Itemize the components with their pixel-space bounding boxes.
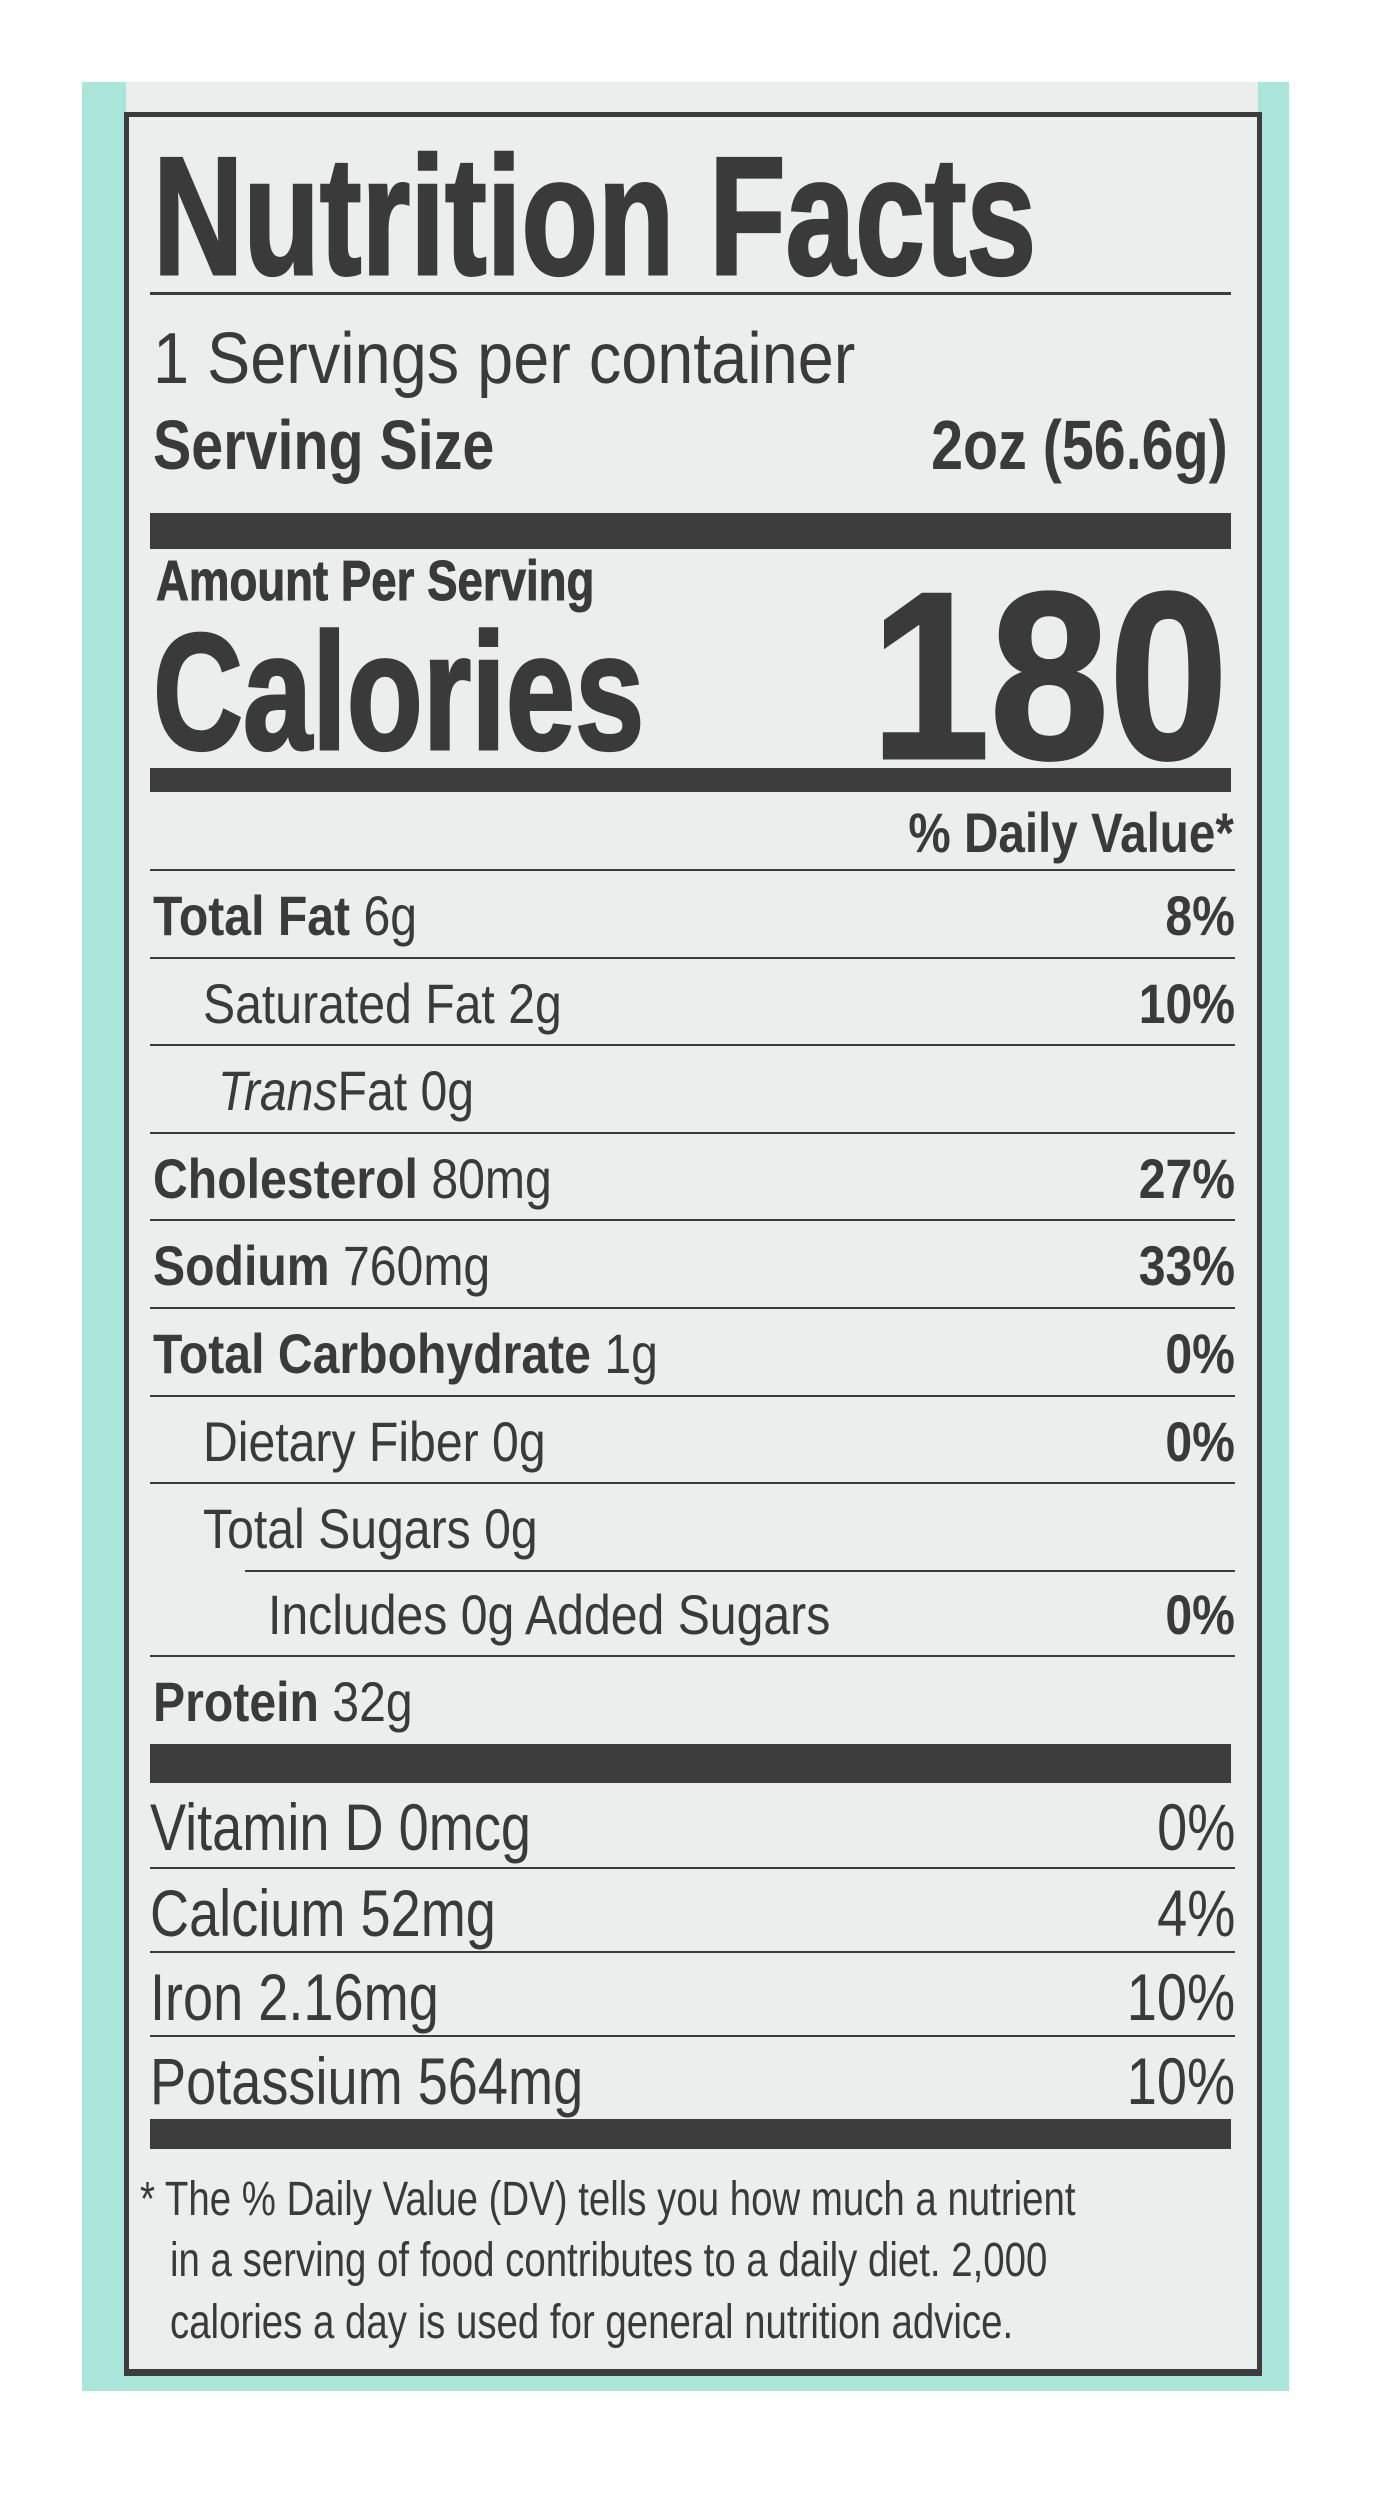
nutrient-row-sodium: Sodium 760mg 33% <box>150 1219 1235 1307</box>
nutrient-row-total-fat: Total Fat 6g 8% <box>150 869 1235 957</box>
nutrient-dv: 10% <box>1138 971 1235 1035</box>
vitamin-row-calcium: Calcium 52mg 4% <box>150 1867 1235 1951</box>
nutrient-row-dietary-fiber: Dietary Fiber 0g 0% <box>150 1394 1235 1483</box>
nutrient-row-added-sugars: Includes 0g Added Sugars 0% <box>150 1569 1235 1656</box>
vitamin-list: Vitamin D 0mcg 0% Calcium 52mg 4% Iron 2.1… <box>150 1783 1235 2119</box>
divider-thick <box>150 2119 1231 2149</box>
nutrient-name: Sodium <box>153 1234 330 1298</box>
nutrient-amount: 32g <box>332 1670 413 1734</box>
calories-label: Calories <box>152 599 646 787</box>
nutrient-name: Includes 0g Added Sugars <box>268 1582 831 1646</box>
nutrient-amount: 0g <box>484 1497 538 1561</box>
nutrient-dv: 27% <box>1138 1146 1235 1210</box>
nutrient-name: Total Sugars <box>203 1497 471 1561</box>
vitamin-name: Iron 2.16mg <box>150 1960 439 2034</box>
indented-divider <box>245 1569 1235 1572</box>
nutrient-name: Trans <box>218 1059 338 1123</box>
serving-size-value: 2oz (56.6g) <box>931 406 1228 484</box>
nutrient-amount: 80mg <box>431 1146 552 1210</box>
vitamin-name: Potassium 564mg <box>150 2044 584 2118</box>
footnote-line: calories a day is used for general nutri… <box>170 2296 1014 2349</box>
vitamin-dv: 4% <box>1156 1876 1235 1950</box>
nutrient-row-total-sugars: Total Sugars 0g <box>150 1482 1235 1570</box>
nutrient-row-cholesterol: Cholesterol 80mg 27% <box>150 1131 1235 1220</box>
vitamin-dv: 10% <box>1126 2044 1235 2118</box>
vitamin-dv: 0% <box>1156 1790 1235 1864</box>
nutrition-facts-label <box>124 112 1262 2376</box>
servings-per-container: 1 Servings per container <box>153 319 856 399</box>
nutrient-amount: 0g <box>420 1059 475 1123</box>
divider-medium <box>150 768 1231 792</box>
nutrient-row-trans-fat: TransFat 0g <box>150 1044 1235 1132</box>
footnote-line: in a serving of food contributes to a da… <box>170 2234 1048 2287</box>
nutrient-row-saturated-fat: Saturated Fat 2g 10% <box>150 956 1235 1045</box>
serving-size-label: Serving Size <box>153 406 495 484</box>
vitamin-dv: 10% <box>1126 1960 1235 2034</box>
nutrient-name: Cholesterol <box>153 1146 418 1210</box>
nutrient-amount: 1g <box>604 1321 658 1385</box>
nutrient-name: Total Fat <box>153 884 351 947</box>
calories-value: 180 <box>869 543 1229 811</box>
nutrient-dv: 0% <box>1165 1321 1235 1385</box>
nutrient-dv: 0% <box>1165 1409 1235 1473</box>
nutrient-dv: 0% <box>1165 1582 1235 1646</box>
footnote-line: * The % Daily Value (DV) tells you how m… <box>140 2173 1076 2226</box>
nutrient-row-protein: Protein 32g <box>150 1655 1235 1743</box>
nutrient-amount: 760mg <box>342 1234 491 1298</box>
vitamin-name: Vitamin D 0mcg <box>150 1790 531 1864</box>
label-title: Nutrition Facts <box>152 121 1037 312</box>
nutrient-list: Total Fat 6g 8% Saturated Fat 2g 10% Trans… <box>150 869 1235 1743</box>
nutrient-name: Saturated Fat <box>203 971 495 1035</box>
divider-thick <box>150 1744 1231 1783</box>
nutrient-name-rest: Fat <box>337 1059 408 1123</box>
nutrient-row-total-carbohydrate: Total Carbohydrate 1g 0% <box>150 1306 1235 1395</box>
nutrient-name: Dietary Fiber <box>203 1409 479 1473</box>
nutrient-name: Total Carbohydrate <box>153 1321 591 1385</box>
nutrient-amount: 0g <box>492 1409 546 1473</box>
vitamin-row-vitamin-d: Vitamin D 0mcg 0% <box>150 1783 1235 1867</box>
vitamin-row-iron: Iron 2.16mg 10% <box>150 1951 1235 2035</box>
daily-value-header: % Daily Value* <box>908 801 1234 864</box>
vitamin-row-potassium: Potassium 564mg 10% <box>150 2035 1235 2119</box>
vitamin-name: Calcium 52mg <box>150 1876 496 1950</box>
nutrient-amount: 2g <box>508 971 562 1035</box>
divider-thin <box>150 292 1231 295</box>
nutrient-name: Protein <box>153 1670 319 1734</box>
nutrient-amount: 6g <box>363 884 418 947</box>
divider-thick <box>150 513 1231 549</box>
nutrient-dv: 33% <box>1138 1234 1235 1298</box>
amount-per-serving: Amount Per Serving <box>156 549 595 614</box>
nutrient-dv: 8% <box>1165 884 1235 947</box>
